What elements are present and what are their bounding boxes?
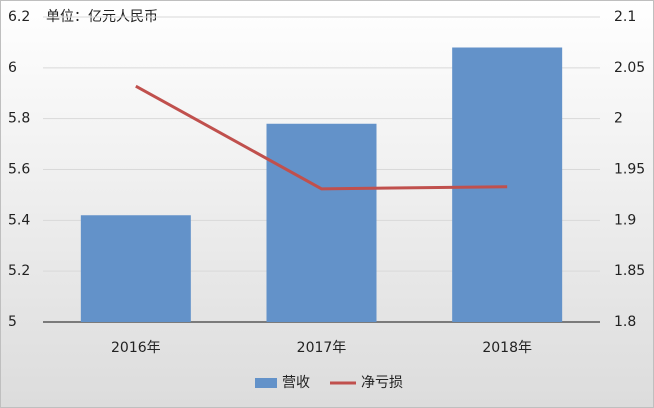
legend-swatch: [255, 378, 277, 388]
legend-label: 营收: [282, 375, 310, 391]
y-tick-label: 5.8: [8, 111, 30, 127]
y2-tick-label: 1.9: [614, 212, 636, 228]
y-tick-label: 5.4: [8, 212, 30, 228]
x-tick-label: 2018年: [482, 340, 532, 356]
y-tick-label: 6.2: [8, 9, 30, 25]
bar: [266, 123, 377, 322]
x-tick-label: 2017年: [297, 340, 347, 356]
y2-tick-label: 1.8: [614, 314, 636, 330]
x-tick-label: 2016年: [111, 340, 161, 356]
y-tick-label: 6: [8, 60, 17, 76]
y-tick-label: 5: [8, 314, 17, 330]
line: [135, 84, 508, 191]
legend-label: 净亏损: [361, 375, 403, 391]
y-tick-label: 5.2: [8, 263, 30, 279]
y2-tick-label: 2.05: [614, 60, 645, 76]
y2-tick-label: 1.85: [614, 263, 645, 279]
y2-tick-label: 2: [614, 111, 623, 127]
bar: [80, 215, 191, 322]
y2-tick-label: 1.95: [614, 162, 645, 178]
bar: [452, 47, 563, 322]
y2-tick-label: 2.1: [614, 9, 636, 25]
y-tick-label: 5.6: [8, 162, 30, 178]
